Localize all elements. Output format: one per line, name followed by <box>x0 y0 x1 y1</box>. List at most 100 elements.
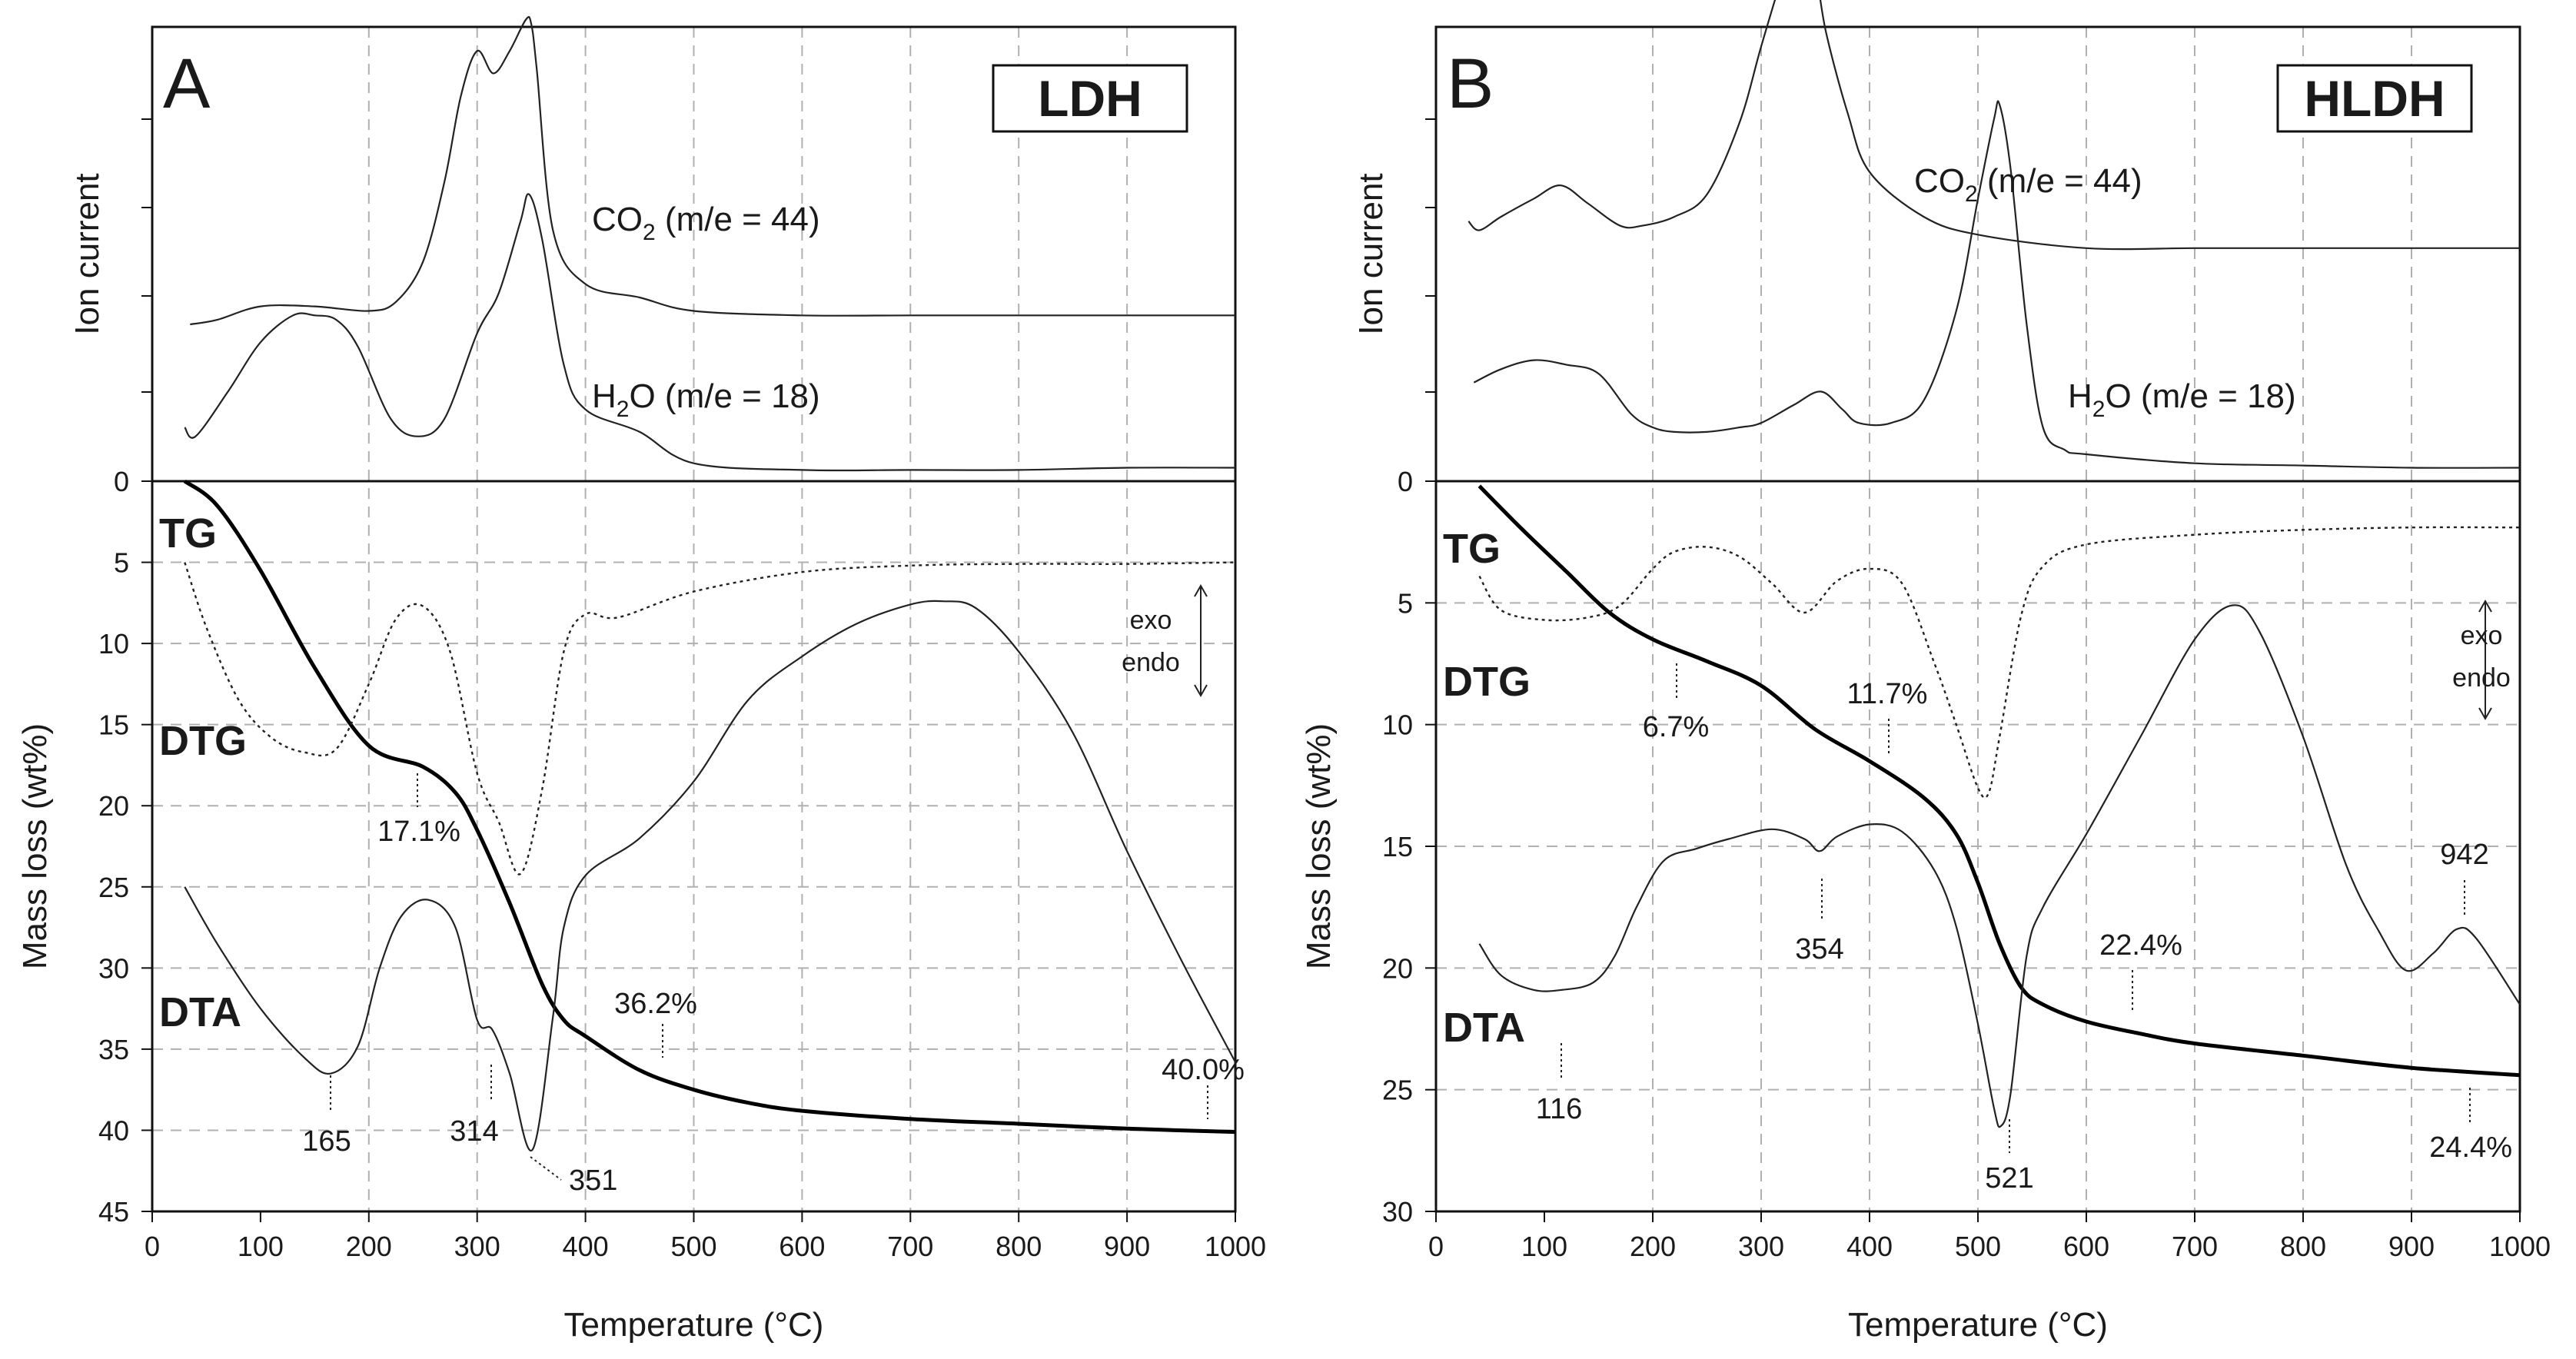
curve-label-dta: DTA <box>159 989 241 1035</box>
y-tick-label: 10 <box>98 628 129 660</box>
x-tick-label: 500 <box>1955 1231 2001 1262</box>
y-tick-label: 40 <box>98 1115 129 1146</box>
ms-label-rest: (m/e = 44) <box>656 201 820 238</box>
annotation-label: 40.0% <box>1162 1054 1245 1086</box>
curve-label-dtg: DTG <box>1443 659 1531 705</box>
exo-label: exo <box>2461 621 2503 650</box>
ms-label-main: H <box>592 377 617 415</box>
y-tick-label: 30 <box>1382 1196 1413 1228</box>
ms-label-rest: O (m/e = 18) <box>629 377 819 415</box>
annotation-label: 11.7% <box>1847 678 1928 710</box>
x-tick-label: 800 <box>2280 1231 2326 1262</box>
ms-label-sub: 2 <box>2092 397 2106 422</box>
h2o-ion-curve <box>1473 100 2521 469</box>
y-tick-label: 45 <box>98 1196 129 1228</box>
y-tick-label: 15 <box>98 709 129 741</box>
x-axis-title: Temperature (°C) <box>1848 1306 2108 1344</box>
y-tick-label: 15 <box>1382 831 1413 862</box>
annotation-label: 24.4% <box>2429 1131 2512 1164</box>
x-tick-label: 800 <box>995 1231 1042 1262</box>
annotation-label: 165 <box>302 1125 351 1158</box>
endo-label: endo <box>1122 648 1180 677</box>
annotation-label: 351 <box>569 1165 617 1197</box>
ms-label-main: CO <box>592 201 643 238</box>
x-tick-label: 700 <box>2172 1231 2218 1262</box>
dta-curve <box>184 600 1236 1152</box>
curve-label-tg: TG <box>1443 526 1501 572</box>
co2-ion-curve <box>190 15 1235 326</box>
y-tick-label: 10 <box>1382 709 1413 741</box>
y-tick-label: 20 <box>1382 952 1413 984</box>
x-tick-label: 300 <box>454 1231 500 1262</box>
dtg-curve <box>184 561 1236 876</box>
x-tick-label: 600 <box>2063 1231 2109 1262</box>
arrow-head-down <box>1194 684 1208 698</box>
ms-label-rest: O (m/e = 18) <box>2105 377 2295 415</box>
y-tick-label: 35 <box>98 1034 129 1065</box>
annotation-label: 314 <box>450 1115 498 1148</box>
annotation-label: 6.7% <box>1643 711 1710 743</box>
y-tick-label: 5 <box>1398 587 1413 619</box>
annotation-label: 116 <box>1536 1093 1583 1125</box>
y-axis-title-mass: Mass loss (wt%) <box>1300 723 1338 969</box>
co2-ion-curve <box>1467 0 2520 251</box>
ms-label-sub: 2 <box>617 397 630 422</box>
curve-label-tg: TG <box>159 510 217 557</box>
x-tick-label: 900 <box>2388 1231 2435 1262</box>
sample-tag-box <box>992 64 1188 133</box>
x-tick-label: 500 <box>670 1231 716 1262</box>
y-tick-label: 25 <box>98 872 129 903</box>
x-tick-label: 200 <box>346 1231 392 1262</box>
x-tick-label: 100 <box>238 1231 284 1262</box>
co2-label: CO2 (m/e = 44) <box>1914 162 2142 207</box>
ms-label-sub: 2 <box>643 220 656 245</box>
arrow-head-up <box>1194 583 1208 597</box>
y-tick-label: 25 <box>1382 1075 1413 1106</box>
sample-tag: LDH <box>1038 70 1142 127</box>
x-tick-label: 100 <box>1521 1231 1567 1262</box>
sample-tag: HLDH <box>2304 70 2445 127</box>
y-axis-title-ion: Ion current <box>1352 173 1390 334</box>
annotation-label: 22.4% <box>2099 929 2182 962</box>
y-axis-title-ion: Ion current <box>68 173 106 334</box>
h2o-label: H2O (m/e = 18) <box>2068 377 2296 422</box>
x-tick-label: 400 <box>1846 1231 1893 1262</box>
arrow-head-up <box>2478 599 2492 613</box>
x-tick-label: 1000 <box>2489 1231 2551 1262</box>
tg-curve <box>183 479 1236 1135</box>
x-axis-title: Temperature (°C) <box>564 1306 824 1344</box>
sample-tag-box <box>2276 64 2473 133</box>
x-tick-label: 700 <box>887 1231 933 1262</box>
annotation-label: 36.2% <box>614 988 697 1020</box>
h2o-label: H2O (m/e = 18) <box>592 377 820 422</box>
x-tick-label: 300 <box>1738 1231 1784 1262</box>
tg-curve <box>1477 484 2521 1078</box>
curve-label-dtg: DTG <box>159 718 247 764</box>
y-tick-label: 30 <box>98 952 129 984</box>
x-tick-label: 1000 <box>1205 1231 1266 1262</box>
h2o-ion-curve <box>184 193 1236 472</box>
ms-label-main: CO <box>1914 162 1965 200</box>
x-tick-label: 200 <box>1630 1231 1676 1262</box>
annotation-label: 354 <box>1795 933 1843 965</box>
panel-letter: B <box>1447 45 1494 123</box>
co2-label: CO2 (m/e = 44) <box>592 201 820 245</box>
annotation-label: 17.1% <box>377 816 460 848</box>
x-tick-label: 900 <box>1104 1231 1150 1262</box>
curve-label-dta: DTA <box>1443 1005 1525 1051</box>
dta-curve <box>1478 604 2521 1128</box>
y-tick-label: 0 <box>114 466 129 497</box>
y-tick-label: 0 <box>1398 466 1413 497</box>
dtg-curve <box>1478 526 2521 799</box>
ms-label-main: H <box>2068 377 2092 415</box>
arrow-head-down <box>2478 707 2492 721</box>
x-tick-label: 0 <box>1428 1231 1444 1262</box>
x-tick-label: 0 <box>145 1231 160 1262</box>
exo-label: exo <box>1130 606 1172 635</box>
y-tick-label: 20 <box>98 790 129 822</box>
y-axis-title-mass: Mass loss (wt%) <box>16 723 54 969</box>
annotation-label: 942 <box>2440 839 2488 871</box>
y-tick-label: 5 <box>114 547 129 579</box>
endo-label: endo <box>2452 663 2511 693</box>
